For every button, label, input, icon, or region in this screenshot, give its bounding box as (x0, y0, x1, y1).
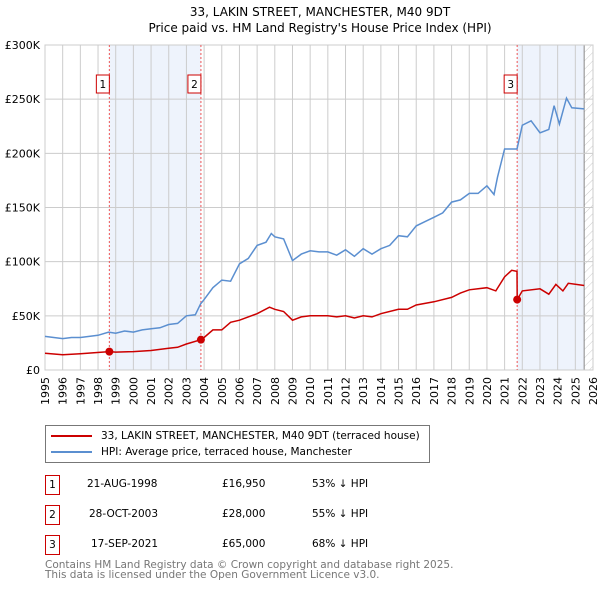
legend-hpi-label: HPI: Average price, terraced house, Manc… (101, 446, 352, 458)
chart-title: 33, LAKIN STREET, MANCHESTER, M40 9DT (190, 5, 451, 19)
sale-marker-label: 1 (100, 79, 107, 91)
sale-row: 3 17-SEP-2021 £65,000 68% ↓ HPI (45, 535, 465, 555)
x-tick-label: 2004 (198, 377, 211, 405)
sale-hpi-diff: 53% ↓ HPI (312, 478, 369, 490)
sale-row: 1 21-AUG-1998 £16,950 53% ↓ HPI (45, 475, 465, 495)
sale-hpi-diff: 68% ↓ HPI (312, 538, 369, 550)
x-tick-label: 2016 (410, 377, 423, 405)
x-tick-label: 2006 (233, 377, 246, 405)
sale-point (513, 295, 522, 304)
sale-marker-badge: 3 (45, 535, 60, 555)
y-tick-label: £200K (5, 147, 41, 160)
sale-point (105, 347, 114, 356)
y-tick-label: £300K (5, 39, 41, 52)
x-tick-label: 2009 (286, 377, 299, 405)
x-tick-label: 2003 (180, 377, 193, 405)
x-tick-label: 2010 (304, 377, 317, 405)
x-tick-label: 2013 (357, 377, 370, 405)
y-tick-label: £250K (5, 93, 41, 106)
footer-license: This data is licensed under the Open Gov… (45, 569, 380, 581)
x-tick-label: 2002 (163, 377, 176, 405)
legend-hpi-swatch (51, 451, 92, 453)
price-line (44, 269, 585, 356)
legend-price-swatch (51, 435, 92, 437)
x-tick-label: 1998 (92, 377, 105, 405)
footer: Contains HM Land Registry data © Crown c… (45, 559, 454, 581)
sale-marker-label: 3 (507, 79, 514, 91)
legend: 33, LAKIN STREET, MANCHESTER, M40 9DT (t… (45, 425, 430, 463)
x-tick-label: 2005 (216, 377, 229, 405)
y-tick-label: £100K (5, 256, 41, 269)
x-tick-label: 2022 (516, 377, 529, 405)
x-tick-label: 2012 (340, 377, 353, 405)
x-tick-label: 2014 (375, 377, 388, 405)
chart-subtitle: Price paid vs. HM Land Registry's House … (148, 21, 491, 35)
plot-border (44, 44, 594, 371)
sale-marker-badge: 2 (45, 505, 60, 525)
x-tick-label: 1995 (39, 377, 52, 405)
x-tick-label: 2000 (127, 377, 140, 405)
price-chart: 33, LAKIN STREET, MANCHESTER, M40 9DT Pr… (5, 5, 600, 405)
x-tick-label: 2017 (428, 377, 441, 405)
x-tick-label: 1996 (57, 377, 70, 405)
x-tick-label: 2018 (446, 377, 459, 405)
sale-hpi-diff: 55% ↓ HPI (312, 508, 369, 520)
x-tick-label: 2023 (534, 377, 547, 405)
x-tick-label: 2021 (499, 377, 512, 405)
x-tick-label: 2024 (552, 377, 565, 405)
sale-point (196, 335, 205, 344)
sale-marker-box (187, 74, 202, 94)
x-tick-label: 2015 (393, 377, 406, 405)
x-tick-label: 2001 (145, 377, 158, 405)
footer-copyright: Contains HM Land Registry data © Crown c… (45, 559, 454, 571)
x-tick-label: 2026 (587, 377, 600, 405)
x-tick-label: 2008 (269, 377, 282, 405)
sale-price: £16,950 (222, 478, 266, 490)
sale-price: £28,000 (222, 508, 266, 520)
x-tick-label: 2007 (251, 377, 264, 405)
sale-marker-badge: 1 (45, 475, 60, 495)
sale-price: £65,000 (222, 538, 266, 550)
sale-marker-label: 2 (191, 79, 198, 91)
y-tick-label: £50K (12, 310, 41, 323)
y-tick-label: £150K (5, 202, 41, 215)
x-tick-label: 2025 (569, 377, 582, 405)
sale-date: 17-SEP-2021 (91, 538, 159, 550)
sale-marker-box (95, 74, 110, 94)
x-tick-label: 2011 (322, 377, 335, 405)
hpi-line (44, 96, 585, 340)
sale-date: 28-OCT-2003 (89, 508, 158, 520)
sale-date: 21-AUG-1998 (87, 478, 158, 490)
x-tick-label: 2020 (481, 377, 494, 405)
x-tick-label: 1997 (74, 377, 87, 405)
x-tick-label: 1999 (110, 377, 123, 405)
x-tick-label: 2019 (463, 377, 476, 405)
y-tick-label: £0 (26, 364, 40, 377)
sale-row: 2 28-OCT-2003 £28,000 55% ↓ HPI (45, 505, 465, 525)
sale-marker-box (503, 74, 518, 94)
legend-price-label: 33, LAKIN STREET, MANCHESTER, M40 9DT (t… (101, 430, 420, 442)
